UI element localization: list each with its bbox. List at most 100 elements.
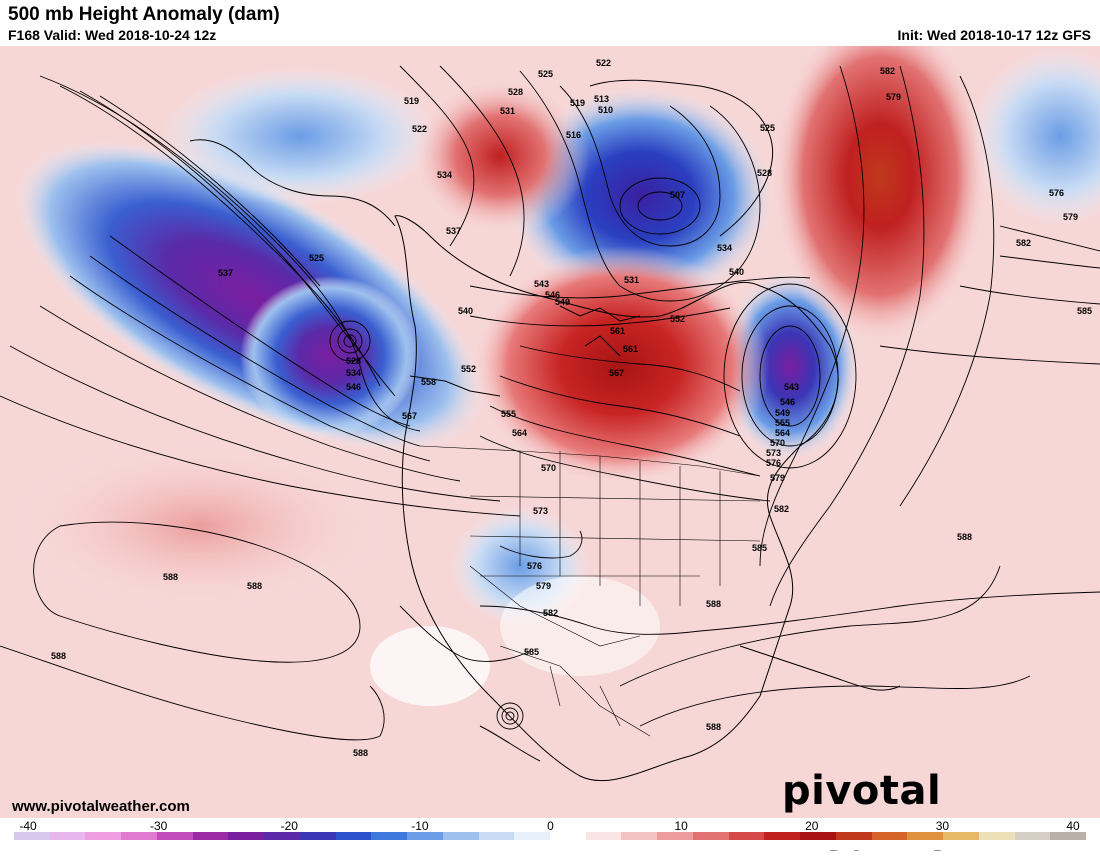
contour-label: 579 xyxy=(886,92,901,102)
contour-label: 534 xyxy=(437,170,452,180)
contour-label: 543 xyxy=(534,279,549,289)
contour-label: 519 xyxy=(570,98,585,108)
contour-label: 579 xyxy=(1063,212,1078,222)
contour-label: 537 xyxy=(446,226,461,236)
contour-label: 555 xyxy=(775,418,790,428)
contour-label: 552 xyxy=(461,364,476,374)
contour-label: 588 xyxy=(706,722,721,732)
colorbar-swatch xyxy=(585,832,622,840)
caribbean-outline xyxy=(739,645,901,691)
colorbar-swatch xyxy=(621,832,658,840)
colorbar-swatch xyxy=(228,832,265,840)
colorbar-swatch xyxy=(514,832,551,840)
site-url[interactable]: www.pivotalweather.com xyxy=(12,798,190,815)
colorbar-swatch xyxy=(800,832,836,840)
contour-label: 579 xyxy=(770,473,785,483)
contour-label: 528 xyxy=(757,168,772,178)
colorbar-swatch xyxy=(121,832,157,840)
colorbar-legend: -40 -30 -20 -10 0 10 20 30 40 xyxy=(0,818,1100,850)
contour-label: 588 xyxy=(247,581,262,591)
contour-label: 522 xyxy=(412,124,427,134)
colorbar-swatch xyxy=(156,832,193,840)
colorbar-tick-label: -40 xyxy=(19,819,37,833)
colorbar-swatch xyxy=(835,832,872,840)
colorbar-tick-label: 40 xyxy=(1066,819,1080,833)
contour-label: 588 xyxy=(706,599,721,609)
colorbar-tick-label: 30 xyxy=(935,819,950,833)
contour-label: 507 xyxy=(670,190,685,200)
contour-labels: 519 522 525 528 531 534 537 540 543 546 … xyxy=(51,58,1092,758)
colorbar-tick-label: -20 xyxy=(280,819,298,833)
height-contours xyxy=(0,65,1100,741)
contour-label: 549 xyxy=(775,408,790,418)
contour-label: 513 xyxy=(594,94,609,104)
colorbar-tick-label: -30 xyxy=(149,819,168,833)
contour-label: 588 xyxy=(957,532,972,542)
subtropical-high-contour xyxy=(33,521,361,663)
contour-label: 549 xyxy=(555,297,570,307)
contour-label: 546 xyxy=(780,397,795,407)
colorbar-swatch xyxy=(728,832,765,840)
contour-label: 573 xyxy=(766,448,781,458)
colorbar-swatch xyxy=(978,832,1015,840)
contour-label: 546 xyxy=(545,290,560,300)
colorbar-swatch xyxy=(907,832,944,840)
colorbar-tick-label: -10 xyxy=(411,819,429,833)
contour-label: 531 xyxy=(500,106,515,116)
contour-label: 534 xyxy=(717,243,732,253)
bering-blue-shading xyxy=(160,66,440,206)
colorbar-swatch xyxy=(1050,832,1087,840)
pacific-low-center xyxy=(343,334,357,348)
colorbar-swatch xyxy=(764,832,801,840)
contour-label: 510 xyxy=(598,105,613,115)
colorbar-swatch xyxy=(478,832,515,840)
contour-label: 576 xyxy=(1049,188,1064,198)
colorbar-swatches xyxy=(14,832,1087,840)
colorbar-swatch xyxy=(550,832,586,840)
contour-label: 588 xyxy=(51,651,66,661)
colorbar-swatch xyxy=(692,832,729,840)
colorbar-tick-label: 10 xyxy=(674,819,688,833)
map-header: 500 mb Height Anomaly (dam) F168 Valid: … xyxy=(0,0,1100,46)
colorbar-swatch xyxy=(657,832,693,840)
contour-label: 528 xyxy=(346,356,361,366)
contour-label: 585 xyxy=(1077,306,1092,316)
colorbar-swatch xyxy=(871,832,908,840)
contour-label: 543 xyxy=(784,382,799,392)
contour-label: 588 xyxy=(353,748,368,758)
colorbar-tick-label: 20 xyxy=(805,819,819,833)
coastlines xyxy=(189,79,901,782)
anomaly-shading xyxy=(0,46,1100,706)
contour-label: 537 xyxy=(218,268,233,278)
us-mexico-border xyxy=(469,565,641,647)
contour-label: 516 xyxy=(566,130,581,140)
colorbar-swatch xyxy=(299,832,336,840)
colorbar-swatch xyxy=(943,832,979,840)
colorbar-swatch xyxy=(335,832,372,840)
colorbar-swatch xyxy=(407,832,443,840)
contour-label: 585 xyxy=(752,543,767,553)
central-ridge-shading xyxy=(470,246,770,486)
contour-label: 522 xyxy=(596,58,611,68)
contour-label: 582 xyxy=(1016,238,1031,248)
contour-label: 582 xyxy=(774,504,789,514)
contour-label: 576 xyxy=(766,458,781,468)
contour-label: 567 xyxy=(609,368,624,378)
contour-label: 573 xyxy=(533,506,548,516)
contour-label: 546 xyxy=(346,382,361,392)
contour-label: 588 xyxy=(163,572,178,582)
contour-label: 534 xyxy=(346,368,361,378)
contour-label: 579 xyxy=(536,581,551,591)
contour-label: 558 xyxy=(421,377,436,387)
contour-label: 564 xyxy=(775,428,790,438)
contour-label: 540 xyxy=(458,306,473,316)
contour-label: 531 xyxy=(624,275,639,285)
colorbar-swatch xyxy=(371,832,408,840)
contour-label: 576 xyxy=(527,561,542,571)
arctic-ridge-shading xyxy=(410,76,590,236)
contour-label: 582 xyxy=(880,66,895,76)
colorbar-swatch xyxy=(14,832,50,840)
subtropical-pink-shading xyxy=(0,436,400,616)
europe-blue-shading xyxy=(970,46,1100,226)
colorbar-swatch xyxy=(49,832,86,840)
